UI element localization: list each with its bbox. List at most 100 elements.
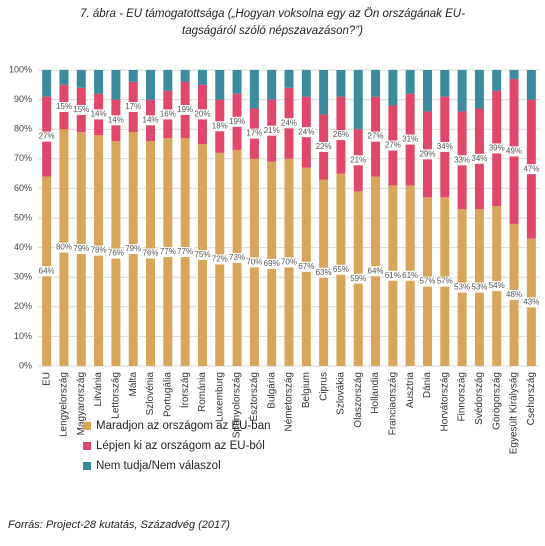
y-tick-label: 60% — [14, 183, 32, 193]
label-bg — [106, 248, 125, 259]
label-bg — [158, 247, 177, 258]
chart-title: 7. ábra - EU támogatottsága („Hogyan vok… — [80, 8, 465, 37]
value-label: 21% — [350, 155, 366, 164]
value-label: 17% — [246, 129, 262, 138]
value-label: 48% — [506, 290, 522, 299]
y-tick-label: 50% — [14, 212, 32, 222]
x-tick-label: Lengyelország — [59, 372, 70, 437]
value-label: 26% — [333, 130, 349, 139]
label-bg — [435, 141, 454, 152]
x-tick-label: Románia — [197, 372, 208, 412]
label-bg — [349, 273, 368, 284]
value-label: 77% — [177, 247, 193, 256]
y-tick-label: 80% — [14, 124, 32, 134]
label-bg — [505, 289, 524, 300]
label-bg — [210, 121, 229, 132]
value-label: 75% — [194, 250, 210, 259]
bar-segment — [301, 70, 311, 97]
y-tick-label: 0% — [19, 360, 32, 370]
value-label: 57% — [419, 277, 435, 286]
bar-segment — [215, 70, 225, 100]
label-bg — [262, 258, 281, 269]
x-tick-label: Írország — [178, 372, 191, 408]
label-bg — [141, 248, 160, 259]
value-label: 49% — [506, 147, 522, 156]
value-label: 21% — [264, 126, 280, 135]
label-bg — [314, 141, 333, 152]
legend-label: Nem tudja/Nem válaszol — [96, 460, 221, 472]
x-tick-label: Csehország — [526, 372, 537, 425]
value-label: 14% — [91, 110, 107, 119]
x-tick-label: Szlovákia — [336, 372, 347, 415]
label-bg — [228, 116, 247, 127]
bar-segment — [128, 70, 138, 82]
value-label: 47% — [523, 164, 539, 173]
bar-segment — [509, 70, 519, 79]
label-bg — [54, 242, 73, 253]
value-label: 18% — [212, 121, 228, 130]
label-bg — [210, 254, 229, 265]
value-label: 64% — [368, 266, 384, 275]
label-bg — [193, 109, 212, 120]
y-tick-label: 100% — [9, 64, 32, 74]
value-label: 73% — [229, 253, 245, 262]
label-bg — [124, 244, 143, 255]
value-label: 80% — [56, 243, 72, 252]
value-label: 27% — [368, 132, 384, 141]
label-bg — [487, 281, 506, 292]
bar-segment — [267, 70, 277, 100]
value-label: 14% — [143, 115, 159, 124]
label-bg — [453, 282, 472, 293]
value-label: 63% — [316, 268, 332, 277]
label-bg — [141, 115, 160, 126]
label-bg — [470, 282, 489, 293]
label-bg — [505, 146, 524, 157]
y-tick-label: 20% — [14, 301, 32, 311]
value-label: 79% — [125, 244, 141, 253]
label-bg — [89, 245, 108, 256]
x-tick-label: Svédország — [474, 372, 485, 425]
bar-segment — [232, 70, 242, 94]
legend-swatch — [83, 462, 91, 470]
y-tick-label: 40% — [14, 242, 32, 252]
label-bg — [522, 297, 541, 308]
x-tick-label: Ciprus — [318, 372, 329, 401]
bar-segment — [180, 70, 190, 82]
label-bg — [106, 115, 125, 126]
x-tick-label: Olaszország — [353, 372, 364, 428]
bar-segment — [336, 70, 346, 97]
y-tick-label: 10% — [14, 331, 32, 341]
label-bg — [366, 266, 385, 277]
bar-segment — [197, 70, 207, 85]
value-label: 16% — [160, 110, 176, 119]
label-bg — [176, 104, 195, 115]
label-bg — [176, 247, 195, 258]
label-bg — [124, 102, 143, 112]
bar-segment — [249, 70, 259, 109]
label-bg — [280, 118, 298, 129]
bar-segment — [163, 70, 173, 91]
label-bg — [366, 131, 385, 142]
label-bg — [349, 155, 368, 166]
label-bg — [522, 164, 541, 175]
value-label: 70% — [281, 258, 297, 267]
value-label: 53% — [454, 283, 470, 292]
label-bg — [418, 276, 437, 287]
x-tick-label: Dánia — [422, 372, 433, 399]
value-label: 39% — [489, 144, 505, 153]
y-tick-label: 90% — [14, 94, 32, 104]
bar-segment — [94, 70, 104, 94]
x-tick-label: Görögország — [491, 372, 502, 430]
x-tick-label: Ausztria — [405, 372, 416, 409]
x-tick-label: Luxemburg — [214, 372, 225, 422]
value-label: 43% — [523, 297, 539, 306]
value-label: 59% — [350, 274, 366, 283]
value-label: 77% — [160, 247, 176, 256]
x-tick-label: Horvátország — [439, 372, 450, 431]
label-bg — [383, 140, 402, 151]
value-label: 27% — [39, 132, 55, 141]
label-bg — [89, 109, 108, 120]
value-label: 15% — [73, 105, 89, 114]
label-bg — [193, 250, 212, 260]
